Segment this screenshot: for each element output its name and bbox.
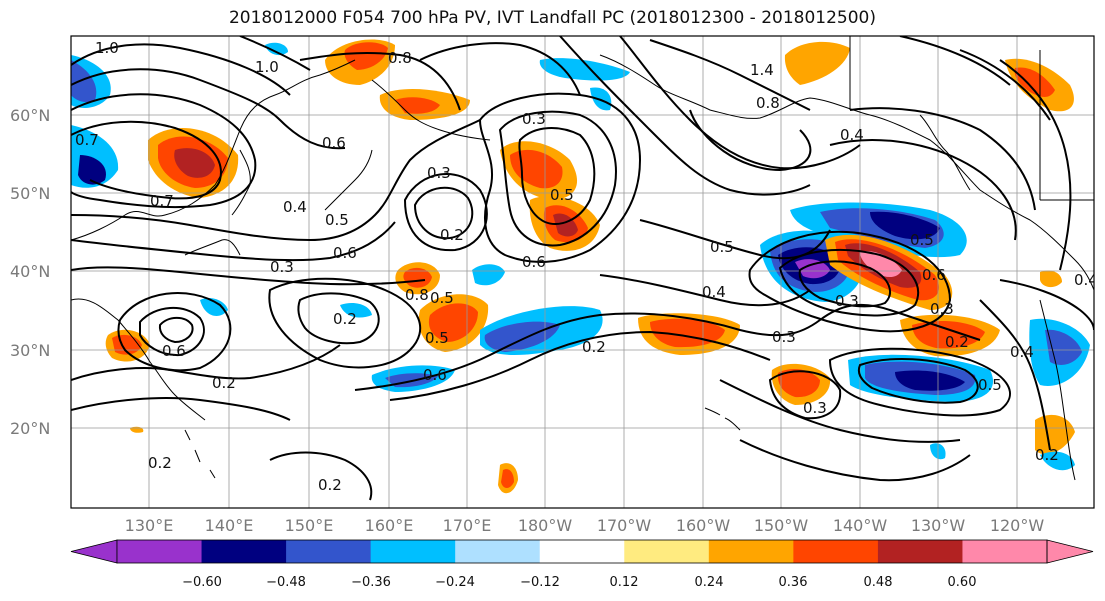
contour-label: 0.5 — [978, 376, 1002, 394]
contour-label: 0.2 — [1035, 446, 1059, 464]
contour-label: 0.2 — [440, 226, 464, 244]
lon-label: 160°W — [676, 516, 731, 535]
colorbar-segment — [455, 540, 541, 563]
longitude-labels: 130°E 140°E 150°E 160°E 170°E 180°W 170°… — [125, 516, 1045, 535]
lat-label: 30°N — [10, 341, 50, 360]
contour-label: 0.2 — [148, 454, 172, 472]
colorbar-extend-min — [70, 539, 118, 564]
map-border — [70, 35, 1095, 509]
colorbar-tick-label: −0.12 — [520, 575, 560, 590]
colorbar-border — [116, 539, 1048, 564]
colorbar-segment — [624, 540, 710, 563]
colorbar-segment — [539, 540, 625, 563]
contour-label: 0.6 — [162, 342, 186, 360]
contour-label: 0.4 — [702, 283, 726, 301]
contour-label: 0.2 — [945, 333, 969, 351]
lon-label: 170°W — [597, 516, 652, 535]
lon-label: 130°E — [125, 516, 174, 535]
lat-label: 50°N — [10, 184, 50, 203]
contour-label: 0.6 — [322, 134, 346, 152]
contour-label: 0.5 — [425, 329, 449, 347]
contour-label: 0.4 — [1074, 271, 1098, 289]
contour-label: 0.6 — [522, 253, 546, 271]
contour-label: 0.2 — [318, 476, 342, 494]
pv-contours — [71, 36, 1094, 501]
contour-label: 0.6 — [922, 266, 946, 284]
colorbar-tick-label: 0.36 — [779, 575, 808, 590]
contour-label: 1.0 — [95, 39, 119, 57]
contour-label: 0.7 — [75, 131, 99, 149]
lon-label: 140°E — [205, 516, 254, 535]
lon-label: 150°W — [754, 516, 809, 535]
contour-label: 0.3 — [270, 258, 294, 276]
colorbar-segment — [201, 540, 287, 563]
lat-label: 40°N — [10, 262, 50, 281]
colorbar-segment — [117, 540, 203, 563]
lon-label: 120°W — [990, 516, 1045, 535]
lon-label: 130°W — [911, 516, 966, 535]
lon-label: 150°E — [285, 516, 334, 535]
colorbar-tick-label: −0.60 — [182, 575, 222, 590]
lon-label: 140°W — [833, 516, 888, 535]
contour-label: 0.5 — [430, 289, 454, 307]
colorbar-segment — [877, 540, 963, 563]
contour-label: 0.5 — [550, 186, 574, 204]
contour-label: 0.5 — [910, 231, 934, 249]
contour-label: 0.4 — [840, 126, 864, 144]
contour-label: 0.5 — [325, 211, 349, 229]
contour-label: 1.0 — [255, 58, 279, 76]
lon-label: 180°W — [518, 516, 573, 535]
contour-labels: 1.0 1.0 0.7 0.6 0.3 0.2 0.4 0.5 0.3 0.6 … — [75, 39, 1098, 494]
contour-label: 0.4 — [1010, 343, 1034, 361]
map-title: 2018012000 F054 700 hPa PV, IVT Landfall… — [228, 8, 876, 28]
coastlines — [71, 36, 1094, 481]
contour-label: 0.3 — [522, 110, 546, 128]
contour-label: 0.4 — [283, 198, 307, 216]
contour-label: 0.2 — [212, 374, 236, 392]
contour-label: 0.3 — [772, 328, 796, 346]
colorbar-extend-max — [1046, 539, 1094, 564]
contour-label: 0.8 — [388, 49, 412, 67]
lat-label: 60°N — [10, 106, 50, 125]
latitude-labels: 60°N 50°N 40°N 30°N 20°N — [10, 106, 50, 438]
contour-label: 0.2 — [333, 310, 357, 328]
colorbar-segment — [708, 540, 794, 563]
contour-label: 0.7 — [150, 192, 174, 210]
colorbar-segment — [286, 540, 372, 563]
contour-label: 0.3 — [835, 292, 859, 310]
contour-label: 0.6 — [423, 366, 447, 384]
colorbar-tick-label: −0.36 — [351, 575, 391, 590]
contour-label: 0.2 — [582, 338, 606, 356]
contour-label: 0.5 — [710, 238, 734, 256]
colorbar-tick-label: 0.24 — [695, 575, 724, 590]
colorbar-tick-label: 0.48 — [864, 575, 893, 590]
colorbar-ticks: −0.60 −0.48 −0.36 −0.24 −0.12 0.12 0.24 … — [182, 575, 976, 590]
contour-label: 0.3 — [803, 399, 827, 417]
colorbar-segment — [962, 540, 1048, 563]
lon-label: 170°E — [443, 516, 492, 535]
contour-label: 0.3 — [930, 300, 954, 318]
colorbar-segment — [793, 540, 879, 563]
colorbar-tick-label: −0.24 — [435, 575, 475, 590]
colorbar — [70, 539, 1094, 564]
contour-label: 1.4 — [750, 61, 774, 79]
contour-label: 0.8 — [756, 94, 780, 112]
lon-label: 160°E — [365, 516, 414, 535]
contour-label: 0.8 — [405, 286, 429, 304]
colorbar-segment — [370, 540, 456, 563]
colorbar-tick-label: 0.12 — [610, 575, 639, 590]
colorbar-tick-label: 0.60 — [948, 575, 977, 590]
lat-label: 20°N — [10, 419, 50, 438]
contour-label: 0.3 — [427, 164, 451, 182]
contour-label: 0.6 — [333, 244, 357, 262]
colorbar-tick-label: −0.48 — [266, 575, 306, 590]
